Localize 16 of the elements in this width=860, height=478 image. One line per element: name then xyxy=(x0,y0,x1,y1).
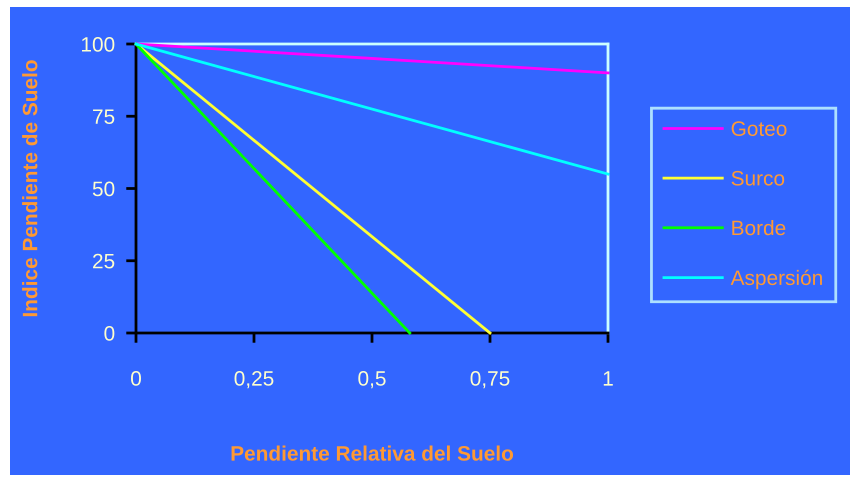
x-axis-title: Pendiente Relativa del Suelo xyxy=(232,445,514,461)
y-tick-label: 0 xyxy=(104,326,114,341)
x-tick-label: 0,5 xyxy=(358,371,386,388)
x-tick-label: 0 xyxy=(131,371,141,386)
y-tick-label: 50 xyxy=(92,182,114,196)
y-tick-label: 75 xyxy=(93,109,114,124)
x-tick-label: 1 xyxy=(604,371,613,386)
legend-label: Aspersión xyxy=(730,270,822,290)
legend-label: Surco xyxy=(732,170,784,186)
y-tick-label: 25 xyxy=(93,254,114,269)
y-axis-title: Indice Pendiente de Suelo xyxy=(22,60,38,316)
x-tick-label: 0,25 xyxy=(234,371,274,388)
legend-label: Goteo xyxy=(732,121,786,136)
x-tick-label: 0,75 xyxy=(470,371,510,388)
legend-label: Borde xyxy=(732,220,786,236)
y-tick-label: 100 xyxy=(82,37,114,52)
